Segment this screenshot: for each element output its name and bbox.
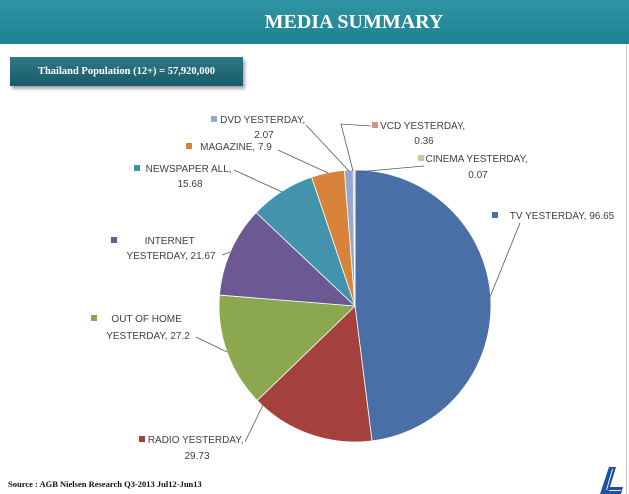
data-label-line: DVD YESTERDAY,: [220, 115, 308, 126]
label-key-magazine: [186, 143, 192, 149]
label-key-dvd-yesterday: [211, 116, 217, 122]
leader-lines: [195, 123, 521, 443]
data-label-cinema-yesterday: CINEMA YESTERDAY, 0.07: [425, 154, 530, 181]
company-logo: [600, 467, 623, 494]
label-key-radio-yesterday: [139, 436, 145, 442]
slide-header: MEDIA SUMMARY: [0, 0, 629, 44]
label-key-vcd-yesterday: [372, 122, 378, 128]
data-label-line: 2.07: [254, 130, 274, 141]
data-labels: TV YESTERDAY, 96.65 RADIO YESTERDAY, 29.7…: [106, 115, 614, 462]
slide-edge: [626, 44, 627, 494]
label-key-newspaper-all: [134, 165, 140, 171]
data-label-line: RADIO YESTERDAY,: [148, 435, 246, 446]
data-label-line: TV YESTERDAY, 96.65: [510, 211, 615, 222]
leader-line-tv-yesterday: [489, 222, 521, 298]
data-label-line: INTERNET: [145, 236, 198, 247]
leader-line-vcd-yesterday: [340, 123, 372, 172]
data-label-line: NEWSPAPER ALL,: [146, 164, 235, 175]
label-keys: [91, 116, 498, 442]
logo-shape: [600, 467, 623, 494]
leader-line-newspaper-all: [233, 169, 283, 193]
data-label-internet-yesterday: INTERNET YESTERDAY, 21.67: [126, 236, 216, 262]
data-label-line: 15.68: [177, 179, 202, 190]
data-label-line: OUT OF HOME: [111, 314, 184, 325]
population-text: Thailand Population (12+) = 57,920,000: [37, 66, 216, 77]
pie-slice-tv-yesterday: [354, 169, 492, 442]
logo-stripe: [606, 468, 613, 491]
leader-line-radio-yesterday: [244, 404, 264, 443]
data-label-line: YESTERDAY, 27.2: [106, 331, 190, 342]
population-callout: Thailand Population (12+) = 57,920,000: [10, 57, 243, 86]
leader-line-out-of-home-yesterday: [195, 336, 228, 353]
data-label-magazine: MAGAZINE, 7.9: [200, 142, 272, 153]
pie-slice-internet-yesterday: [219, 212, 357, 307]
leader-line-dvd-yesterday: [305, 124, 350, 172]
leader-line-cinema-yesterday: [356, 165, 425, 173]
data-label-vcd-yesterday: VCD YESTERDAY, 0.36: [380, 121, 468, 147]
data-label-line: CINEMA YESTERDAY,: [425, 154, 530, 165]
data-label-radio-yesterday: RADIO YESTERDAY, 29.73: [148, 435, 246, 462]
pie-slices: [218, 169, 492, 443]
slide-title: MEDIA SUMMARY: [264, 11, 444, 33]
data-label-line: 0.36: [414, 136, 434, 147]
label-key-cinema-yesterday: [418, 155, 424, 161]
data-label-line: VCD YESTERDAY,: [380, 121, 468, 132]
label-key-tv-yesterday: [492, 212, 498, 218]
leader-line-internet-yesterday: [221, 251, 231, 256]
data-label-line: 29.73: [184, 451, 209, 462]
label-key-internet-yesterday: [111, 237, 117, 243]
data-label-line: YESTERDAY, 21.67: [126, 251, 216, 262]
data-label-line: 0.07: [468, 170, 488, 181]
leader-line-magazine: [277, 149, 329, 174]
data-label-dvd-yesterday: DVD YESTERDAY, 2.07: [220, 115, 308, 141]
data-label-tv-yesterday: TV YESTERDAY, 96.65: [510, 211, 615, 222]
data-label-line: MAGAZINE, 7.9: [200, 142, 272, 153]
data-label-newspaper-all: NEWSPAPER ALL, 15.68: [146, 164, 235, 190]
data-label-out-of-home-yesterday: OUT OF HOME YESTERDAY, 27.2: [106, 314, 190, 342]
source-note: Source : AGB Nielsen Research Q3-2013 Ju…: [8, 479, 202, 489]
label-key-out-of-home-yesterday: [91, 315, 97, 321]
pie-slice-radio-yesterday: [256, 305, 373, 443]
